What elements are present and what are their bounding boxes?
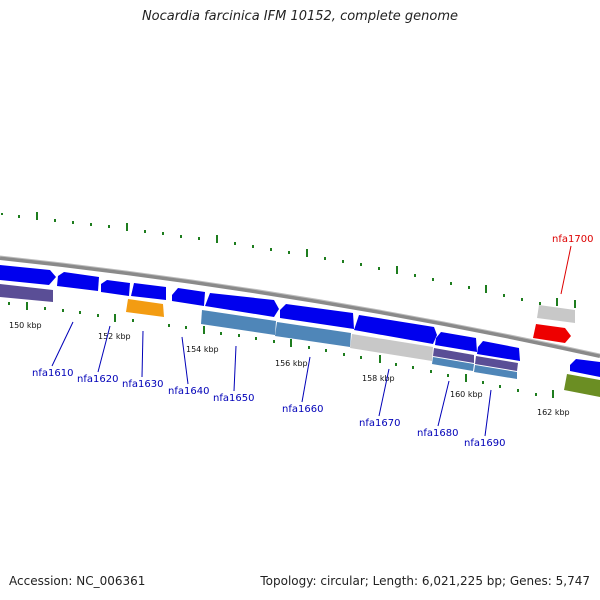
gene-label-nfa1650: nfa1650 [213,393,254,404]
map-title: Nocardia farcinica IFM 10152, complete g… [141,9,459,24]
gene-label-nfa1620: nfa1620 [77,374,118,385]
kbp-label: 156 kbp [275,359,308,368]
leader-nfa1660 [301,356,311,403]
gene-nfa1630-fwd [101,280,130,296]
genome-backbone-highlight [0,255,600,355]
genome-backbone [0,256,600,358]
gene-steel-2 [275,322,351,347]
gene-label-nfa1690: nfa1690 [464,438,505,449]
tick-ring-inner [8,302,554,398]
leader-nfa1650 [233,345,237,392]
gene-olive [564,374,600,397]
leader-nfa1630 [141,330,144,378]
kbp-label: 154 kbp [186,345,219,354]
label-leader-lines [51,245,572,437]
gene-label-nfa1610: nfa1610 [32,368,73,379]
gene-nfa1610 [0,265,56,285]
accession-label: Accession: NC_006361 [9,574,146,588]
tick-ring-outer [1,212,576,308]
gene-nfa1660-fwd [205,293,279,317]
kbp-label: 152 kbp [98,332,131,341]
gene-nfa1690-fwd [435,332,477,352]
leader-nfa1640 [181,336,189,385]
gene-purple-1 [0,284,53,302]
gene-nfa1700-fwd [570,359,600,377]
kbp-label: 150 kbp [9,321,42,330]
gene-label-nfa1640: nfa1640 [168,386,209,397]
gene-nfa1670-fwd [280,304,354,329]
kbp-label: 160 kbp [450,390,483,399]
gene-red [533,324,571,343]
kbp-labels: 150 kbp 152 kbp 154 kbp 156 kbp 158 kbp … [9,321,570,417]
gene-steel-1 [201,310,276,335]
gene-gray-1 [350,334,433,361]
gene-nfa1620-fwd [57,272,99,291]
gene-label-nfa1700: nfa1700 [552,234,593,245]
gene-label-nfa1670: nfa1670 [359,418,400,429]
gene-nfa1650-fwd [172,288,205,306]
gene-nfa1690b-fwd [477,341,520,361]
gene-label-nfa1660: nfa1660 [282,404,323,415]
genome-stats-label: Topology: circular; Length: 6,021,225 bp… [260,574,590,588]
gene-steel-4 [474,365,517,379]
leader-nfa1620 [97,325,111,373]
forward-strand-genes [0,265,600,377]
leader-nfa1700 [560,245,572,295]
gene-nfa1680-fwd [354,315,437,344]
leader-nfa1680 [437,380,450,427]
gene-steel-3 [432,357,474,371]
gene-gray-2 [537,305,575,323]
gene-purple-2 [433,348,474,363]
leader-nfa1690 [484,389,492,437]
leader-nfa1610 [51,321,74,367]
gene-purple-3 [475,356,518,371]
reverse-strand-genes [0,284,600,397]
gene-nfa1640-fwd [131,283,166,300]
gene-label-nfa1630: nfa1630 [122,379,163,390]
gene-orange [126,299,164,317]
leader-nfa1670 [378,368,390,417]
kbp-label: 158 kbp [362,374,395,383]
gene-label-nfa1680: nfa1680 [417,428,458,439]
kbp-label: 162 kbp [537,408,570,417]
gene-labels: nfa1610 nfa1620 nfa1630 nfa1640 nfa1650 … [32,234,593,449]
